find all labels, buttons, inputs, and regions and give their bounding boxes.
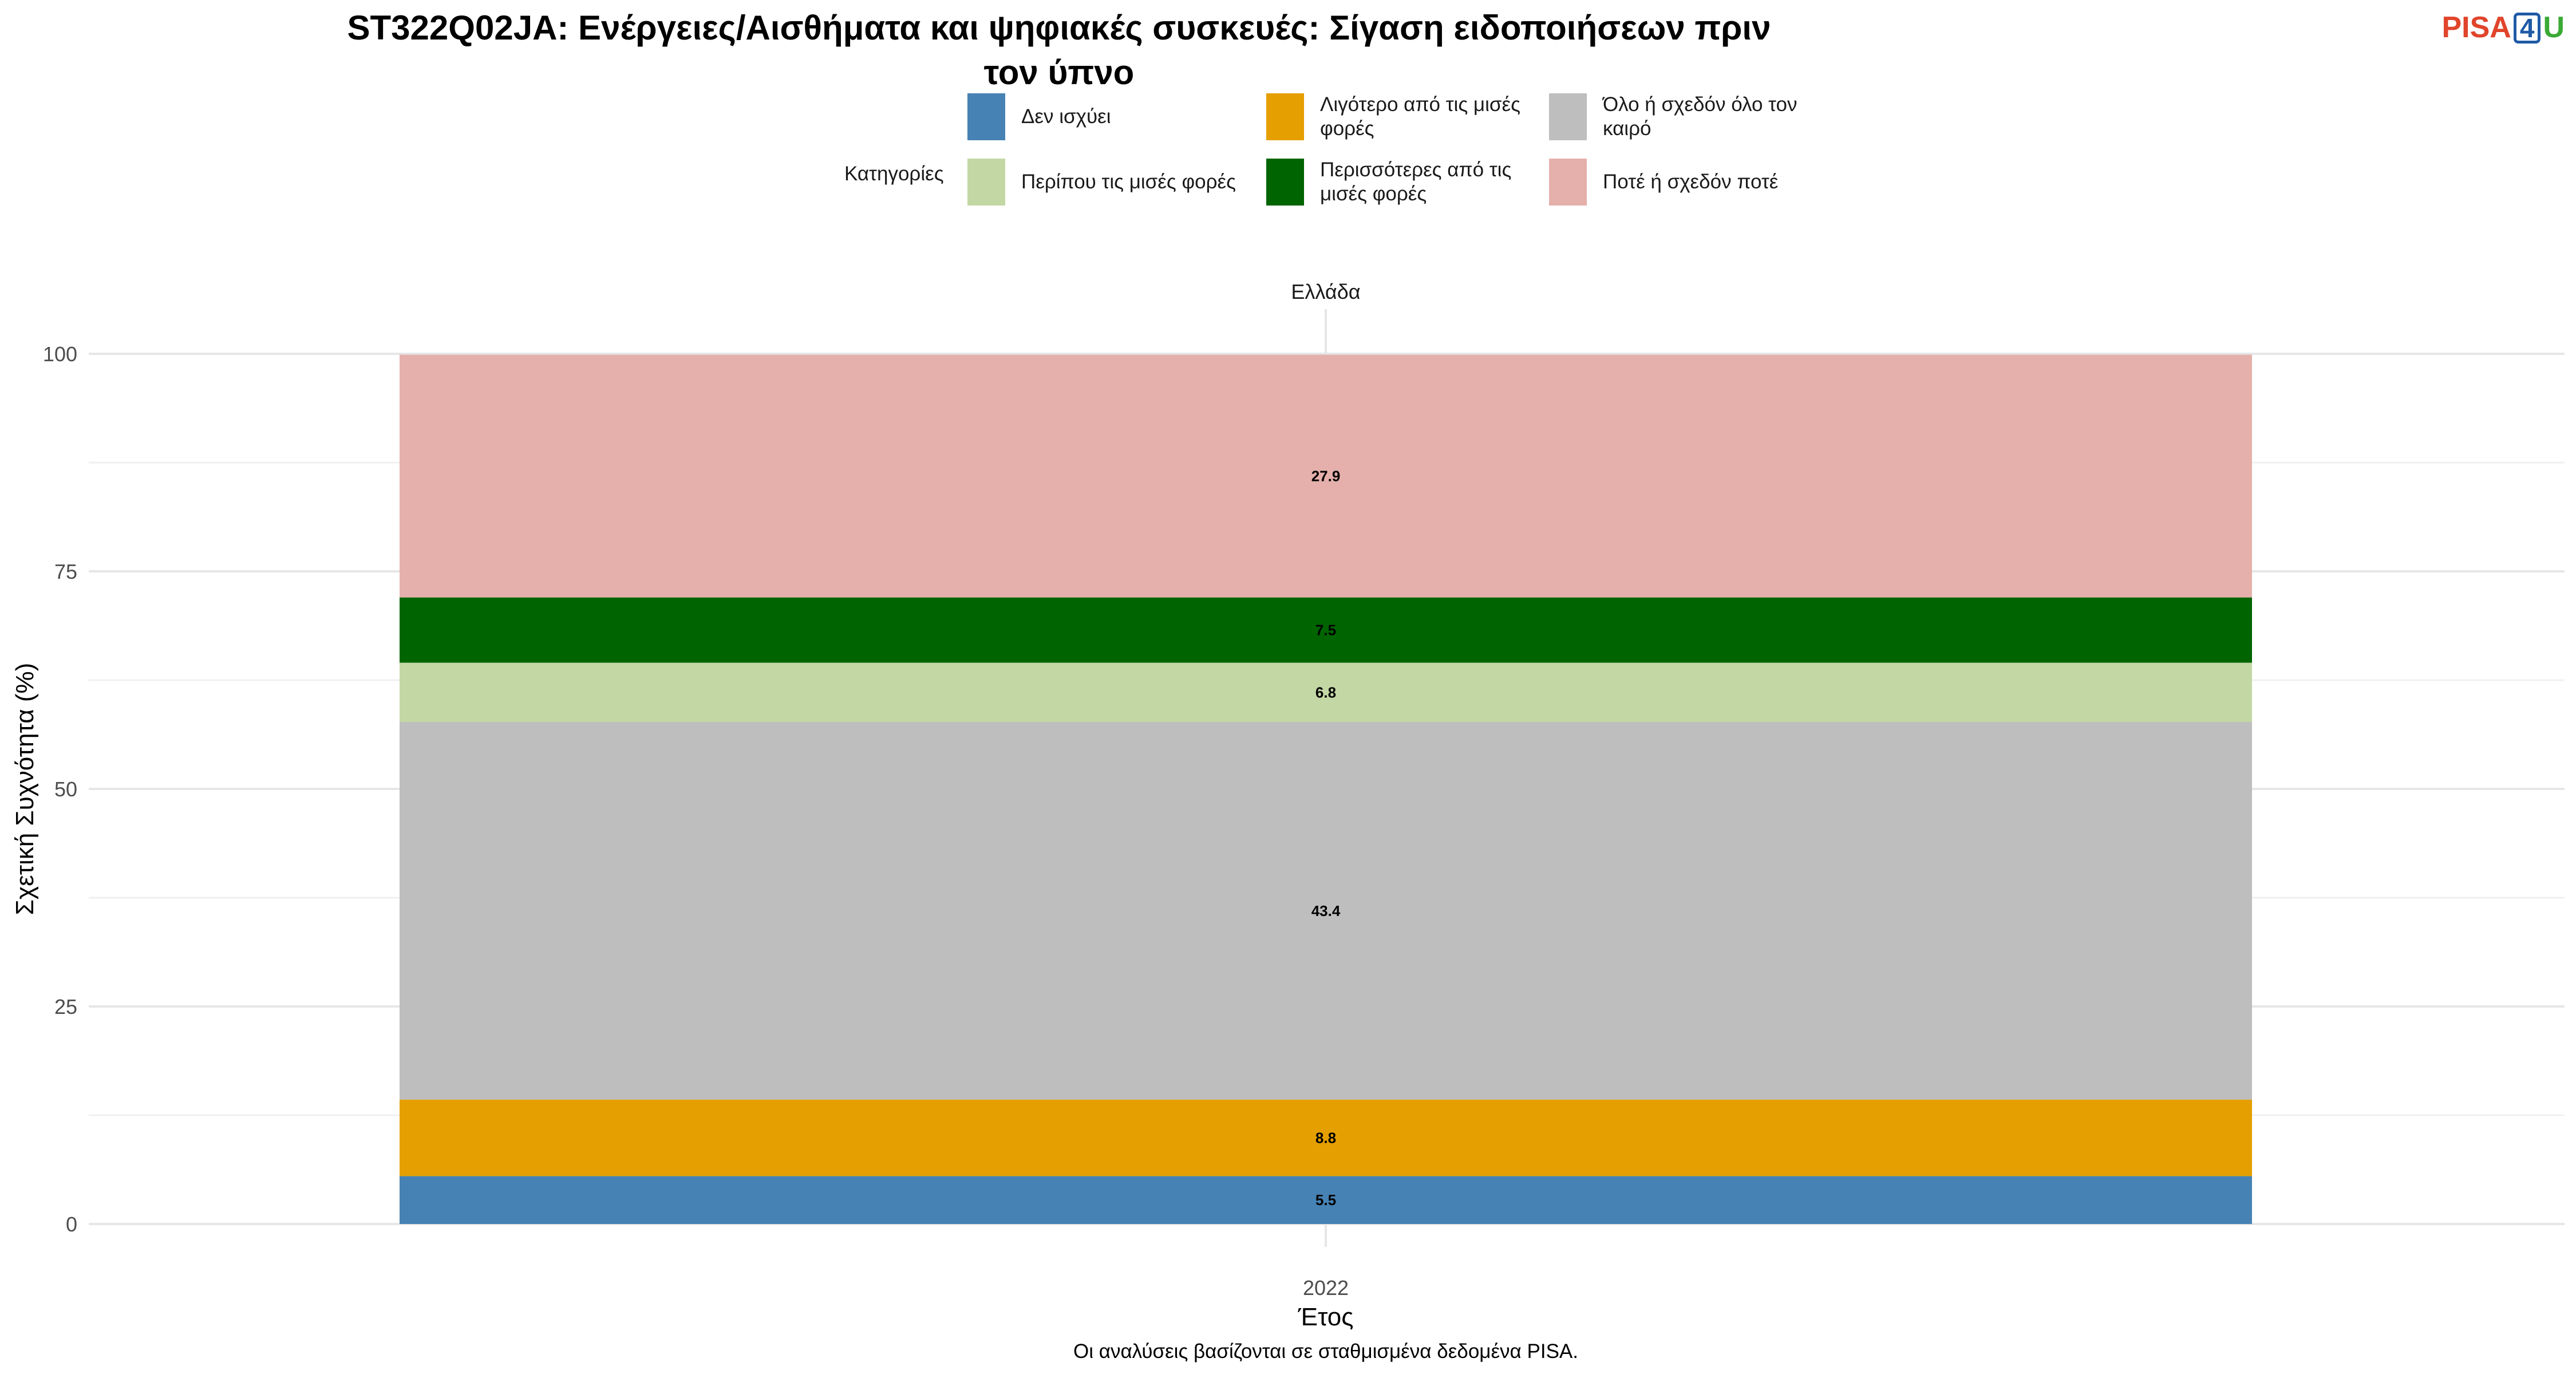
bar-segment-1: [400, 1176, 2252, 1224]
y-tick-label: 75: [54, 560, 77, 583]
data-label: 27.9: [1311, 468, 1341, 485]
x-tick-label: 2022: [1303, 1276, 1349, 1300]
data-label: 5.5: [1315, 1191, 1336, 1209]
legend-label: Περισσότερες από τις: [1320, 159, 1511, 181]
legend-title: Κατηγορίες: [844, 163, 944, 185]
legend-swatch: [967, 93, 1005, 140]
legend: Κατηγορίες Δεν ισχύει Περίπου τις μισές φο…: [844, 93, 1797, 206]
data-label: 8.8: [1315, 1130, 1336, 1147]
legend-label: Περίπου τις μισές φορές: [1021, 171, 1236, 193]
logo-part-pisa: PISA: [2441, 11, 2511, 44]
y-tick-label: 25: [54, 995, 77, 1018]
pisa4u-logo: PISA 4 U: [2441, 10, 2565, 45]
facet-label: Ελλάδα: [1291, 280, 1360, 303]
y-tick-label: 100: [43, 342, 77, 366]
caption: Οι αναλύσεις βασίζονται σε σταθμισμένα δ…: [1073, 1340, 1578, 1363]
stacked-bars: [400, 354, 2252, 1224]
logo-part-u: U: [2543, 11, 2565, 44]
bar-segment-5: [400, 597, 2252, 663]
chart-title: ST322Q02JA: Ενέργειες/Αισθήματα και ψηφι…: [0, 6, 2118, 95]
data-labels: 5.5 8.8 43.4 6.8 7.5 27.9: [1311, 468, 1341, 1209]
y-axis-title: Σχετική Συχνότητα (%): [11, 663, 39, 915]
x-axis-title: Έτος: [1298, 1303, 1354, 1331]
y-tick-label: 0: [66, 1213, 77, 1236]
legend-item-2: Περίπου τις μισές φορές: [967, 159, 1236, 206]
chart-title-line2: τον ύπνο: [983, 53, 1135, 92]
legend-item-1: Δεν ισχύει: [967, 93, 1111, 140]
legend-label: Λιγότερο από τις μισές: [1320, 93, 1520, 116]
legend-label: Ποτέ ή σχεδόν ποτέ: [1603, 171, 1778, 193]
data-label: 7.5: [1315, 622, 1336, 639]
legend-swatch: [1266, 93, 1304, 140]
bar-segment-2: [400, 1099, 2252, 1176]
logo-part-4: 4: [2513, 13, 2541, 44]
chart-title-line1: ST322Q02JA: Ενέργειες/Αισθήματα και ψηφι…: [347, 9, 1771, 47]
bar-segment-6: [400, 354, 2252, 598]
legend-item-6: Ποτέ ή σχεδόν ποτέ: [1549, 159, 1778, 206]
data-label: 6.8: [1315, 684, 1336, 701]
legend-label: Όλο ή σχεδόν όλο τον: [1602, 93, 1797, 116]
legend-swatch: [1266, 159, 1304, 206]
legend-label: καιρό: [1603, 117, 1651, 140]
bar-segment-3: [400, 721, 2252, 1100]
data-label: 43.4: [1311, 902, 1341, 919]
legend-swatch: [1549, 159, 1587, 206]
bar-segment-4: [400, 662, 2252, 722]
legend-swatch: [967, 159, 1005, 206]
legend-swatch: [1549, 93, 1587, 140]
legend-label: μισές φορές: [1320, 183, 1427, 205]
legend-label: Δεν ισχύει: [1021, 105, 1111, 128]
legend-label: φορές: [1320, 117, 1374, 140]
y-tick-label: 50: [54, 777, 77, 801]
axes: 0 25 50 75 100 2022 Έτος Σχετική Συχνότητα (%) Ε…: [11, 280, 1578, 1363]
